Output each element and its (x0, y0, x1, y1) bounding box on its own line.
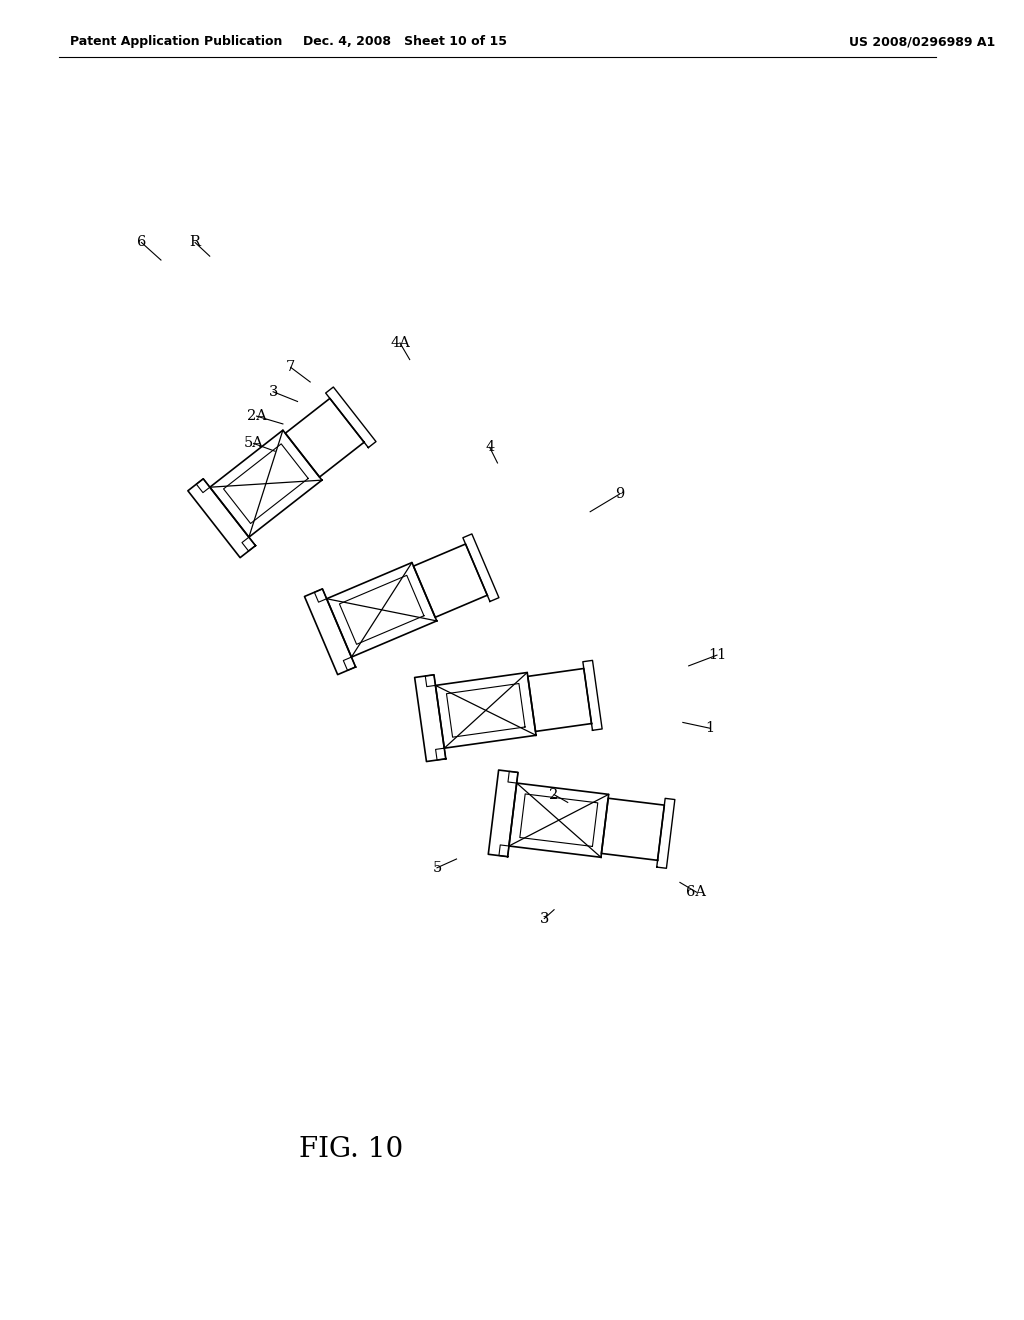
Text: 11: 11 (708, 648, 726, 663)
Text: 5: 5 (432, 861, 441, 875)
Text: Patent Application Publication: Patent Application Publication (71, 36, 283, 48)
Text: 2: 2 (550, 788, 559, 801)
Text: 6A: 6A (686, 886, 707, 899)
Text: 5A: 5A (244, 437, 263, 450)
Text: 3: 3 (268, 384, 278, 399)
Text: FIG. 10: FIG. 10 (299, 1137, 403, 1163)
Text: 7: 7 (286, 360, 295, 375)
Text: 1: 1 (706, 721, 715, 735)
Text: 3: 3 (540, 912, 549, 925)
Text: 2A: 2A (247, 409, 266, 424)
Text: 4: 4 (485, 441, 495, 454)
Text: 6: 6 (137, 235, 146, 249)
Text: R: R (189, 235, 201, 249)
Text: US 2008/0296989 A1: US 2008/0296989 A1 (849, 36, 995, 48)
Text: 4A: 4A (390, 337, 410, 350)
Text: Dec. 4, 2008   Sheet 10 of 15: Dec. 4, 2008 Sheet 10 of 15 (303, 36, 507, 48)
Text: 9: 9 (614, 487, 624, 502)
